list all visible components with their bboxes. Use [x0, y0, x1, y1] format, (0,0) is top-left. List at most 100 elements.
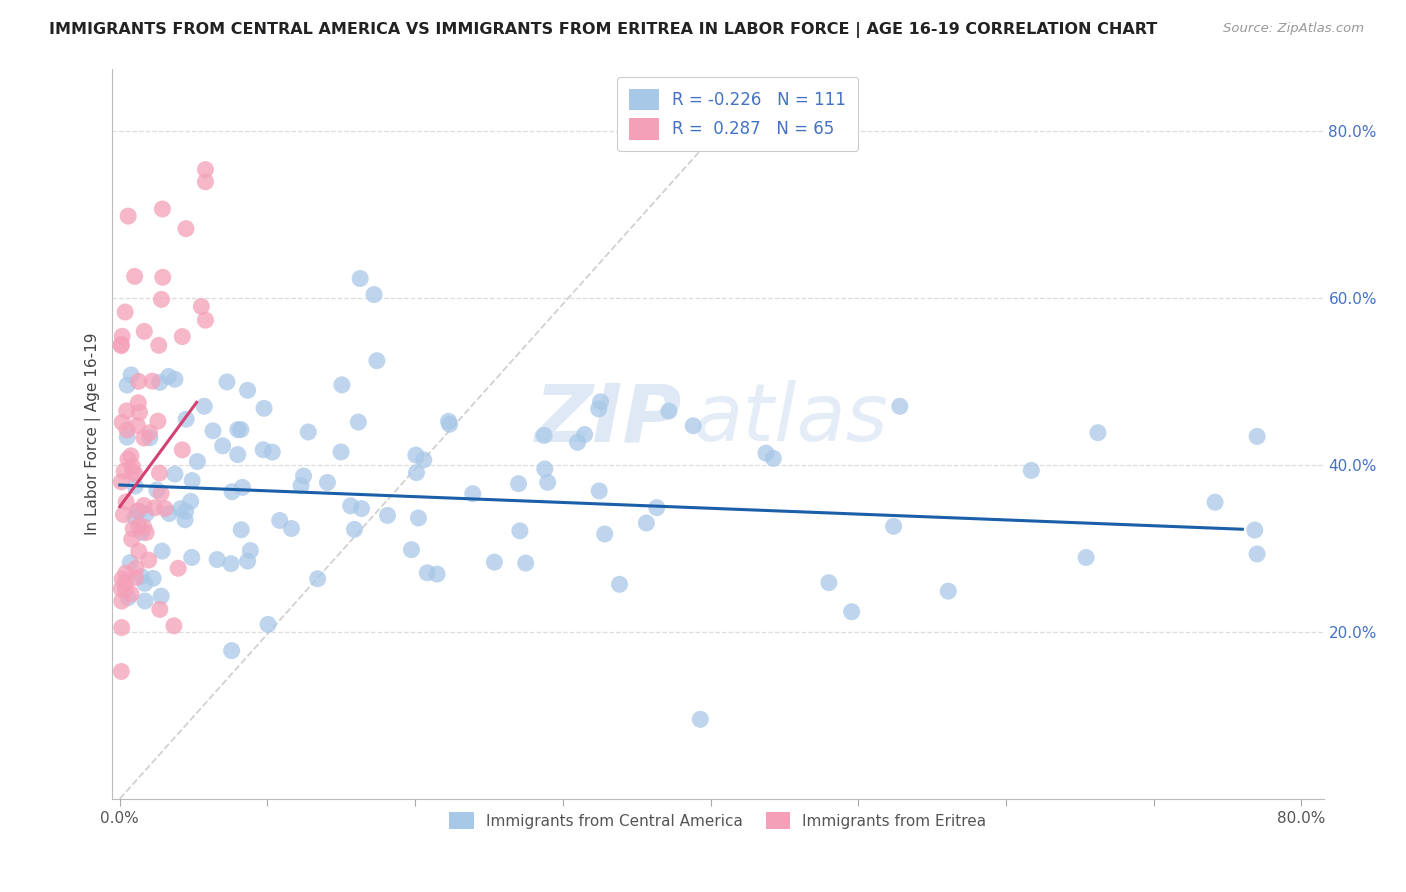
- Point: [150, 486, 173, 500]
- Point: [169, 501, 191, 516]
- Point: [124, 467, 146, 481]
- Point: [194, 313, 217, 327]
- Point: [112, 508, 135, 522]
- Point: [588, 483, 610, 498]
- Point: [120, 368, 142, 382]
- Text: ZIP: ZIP: [534, 380, 682, 458]
- Point: [114, 575, 136, 590]
- Point: [363, 287, 385, 301]
- Point: [533, 462, 555, 476]
- Point: [194, 175, 217, 189]
- Point: [229, 423, 252, 437]
- Point: [181, 474, 204, 488]
- Point: [567, 435, 589, 450]
- Point: [150, 293, 173, 307]
- Point: [148, 466, 170, 480]
- Point: [135, 525, 157, 540]
- Point: [138, 425, 160, 440]
- Point: [163, 619, 186, 633]
- Point: [114, 582, 136, 597]
- Point: [755, 446, 778, 460]
- Point: [588, 401, 610, 416]
- Point: [134, 576, 156, 591]
- Point: [509, 524, 531, 538]
- Point: [239, 543, 262, 558]
- Point: [589, 394, 612, 409]
- Point: [269, 513, 291, 527]
- Point: [132, 431, 155, 445]
- Point: [408, 511, 430, 525]
- Point: [682, 418, 704, 433]
- Point: [762, 451, 785, 466]
- Point: [280, 521, 302, 535]
- Point: [377, 508, 399, 523]
- Point: [114, 305, 136, 319]
- Point: [128, 544, 150, 558]
- Point: [426, 567, 449, 582]
- Point: [236, 384, 259, 398]
- Legend: Immigrants from Central America, Immigrants from Eritrea: Immigrants from Central America, Immigra…: [443, 806, 993, 835]
- Point: [609, 577, 631, 591]
- Point: [262, 445, 284, 459]
- Point: [221, 643, 243, 657]
- Point: [439, 417, 461, 432]
- Point: [339, 499, 361, 513]
- Point: [128, 519, 150, 533]
- Point: [180, 550, 202, 565]
- Point: [307, 572, 329, 586]
- Point: [330, 377, 353, 392]
- Point: [121, 465, 143, 479]
- Point: [484, 555, 506, 569]
- Point: [134, 594, 156, 608]
- Point: [139, 431, 162, 445]
- Point: [117, 591, 139, 605]
- Point: [593, 527, 616, 541]
- Point: [231, 480, 253, 494]
- Point: [1087, 425, 1109, 440]
- Point: [190, 300, 212, 314]
- Point: [290, 478, 312, 492]
- Point: [818, 575, 841, 590]
- Point: [416, 566, 439, 580]
- Point: [127, 396, 149, 410]
- Point: [114, 566, 136, 581]
- Point: [405, 448, 427, 462]
- Point: [508, 476, 530, 491]
- Point: [157, 369, 180, 384]
- Point: [252, 442, 274, 457]
- Point: [636, 516, 658, 530]
- Point: [117, 209, 139, 223]
- Y-axis label: In Labor Force | Age 16-19: In Labor Force | Age 16-19: [86, 333, 101, 535]
- Point: [515, 556, 537, 570]
- Point: [658, 404, 681, 418]
- Point: [120, 449, 142, 463]
- Point: [1243, 523, 1265, 537]
- Point: [1021, 463, 1043, 477]
- Point: [121, 459, 143, 474]
- Point: [167, 561, 190, 575]
- Point: [316, 475, 339, 490]
- Point: [128, 375, 150, 389]
- Point: [142, 571, 165, 585]
- Point: [149, 376, 172, 390]
- Point: [125, 561, 148, 575]
- Point: [112, 464, 135, 478]
- Point: [883, 519, 905, 533]
- Point: [127, 418, 149, 433]
- Point: [122, 522, 145, 536]
- Point: [110, 339, 132, 353]
- Point: [226, 423, 249, 437]
- Point: [174, 504, 197, 518]
- Point: [124, 510, 146, 524]
- Point: [120, 587, 142, 601]
- Point: [117, 452, 139, 467]
- Point: [201, 424, 224, 438]
- Point: [134, 324, 156, 338]
- Point: [1246, 429, 1268, 443]
- Point: [111, 329, 134, 343]
- Point: [205, 552, 228, 566]
- Point: [574, 427, 596, 442]
- Point: [115, 378, 138, 392]
- Point: [127, 504, 149, 518]
- Point: [115, 430, 138, 444]
